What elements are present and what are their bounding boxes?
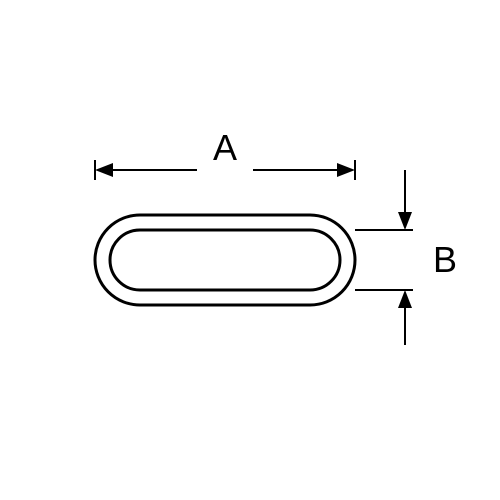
dimension-diagram: AB xyxy=(0,0,500,500)
inner-ring-shape xyxy=(110,230,340,290)
dimension-label-height: B xyxy=(433,239,457,280)
dimension-label-width: A xyxy=(213,127,237,168)
